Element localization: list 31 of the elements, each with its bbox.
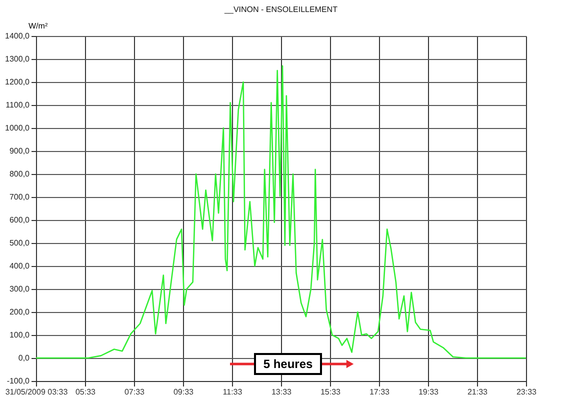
y-tick-label: 100,0 <box>9 330 30 340</box>
x-tick-label: 23:33 <box>516 388 538 396</box>
x-tick-label: 11:33 <box>222 388 243 396</box>
y-tick-label: 900,0 <box>9 146 30 156</box>
y-tick-label: 700,0 <box>9 192 30 202</box>
y-tick-label: 500,0 <box>9 238 30 248</box>
y-tick-label: 800,0 <box>9 170 30 178</box>
y-tick-label: 300,0 <box>9 284 30 294</box>
y-tick-label: 1000,0 <box>5 124 30 132</box>
x-tick-label: 15:33 <box>320 388 342 396</box>
y-tick-label: -100,0 <box>6 376 30 386</box>
y-tick-label: 600,0 <box>9 216 30 224</box>
line-series <box>35 65 527 359</box>
y-tick-label: 1100,0 <box>6 100 30 110</box>
y-tick-label: 200,0 <box>9 308 30 316</box>
chart-title: __VINON - ENSOLEILLEMENT <box>224 5 338 14</box>
x-tick-label: 31/05/2009 03:33 <box>5 388 68 396</box>
x-tick-label: 05:33 <box>75 388 96 396</box>
y-tick-label: 1400,0 <box>5 32 30 40</box>
x-tick-label: 13:33 <box>271 388 292 396</box>
y-tick-label: 400,0 <box>9 262 30 270</box>
x-tick-label: 19:33 <box>418 388 440 396</box>
x-tick-label: 21:33 <box>467 388 488 396</box>
x-tick-label: 07:33 <box>124 388 146 396</box>
y-tick-label: 0,0 <box>18 354 30 362</box>
x-tick-label: 17:33 <box>369 388 390 396</box>
annotation: 5 heures <box>263 357 314 371</box>
y-tick-label: 1200,0 <box>5 78 30 86</box>
x-tick-label: 09:33 <box>173 388 194 396</box>
y-tick-label: 1300,0 <box>5 54 30 64</box>
y-axis-title: W/m² <box>28 22 48 30</box>
